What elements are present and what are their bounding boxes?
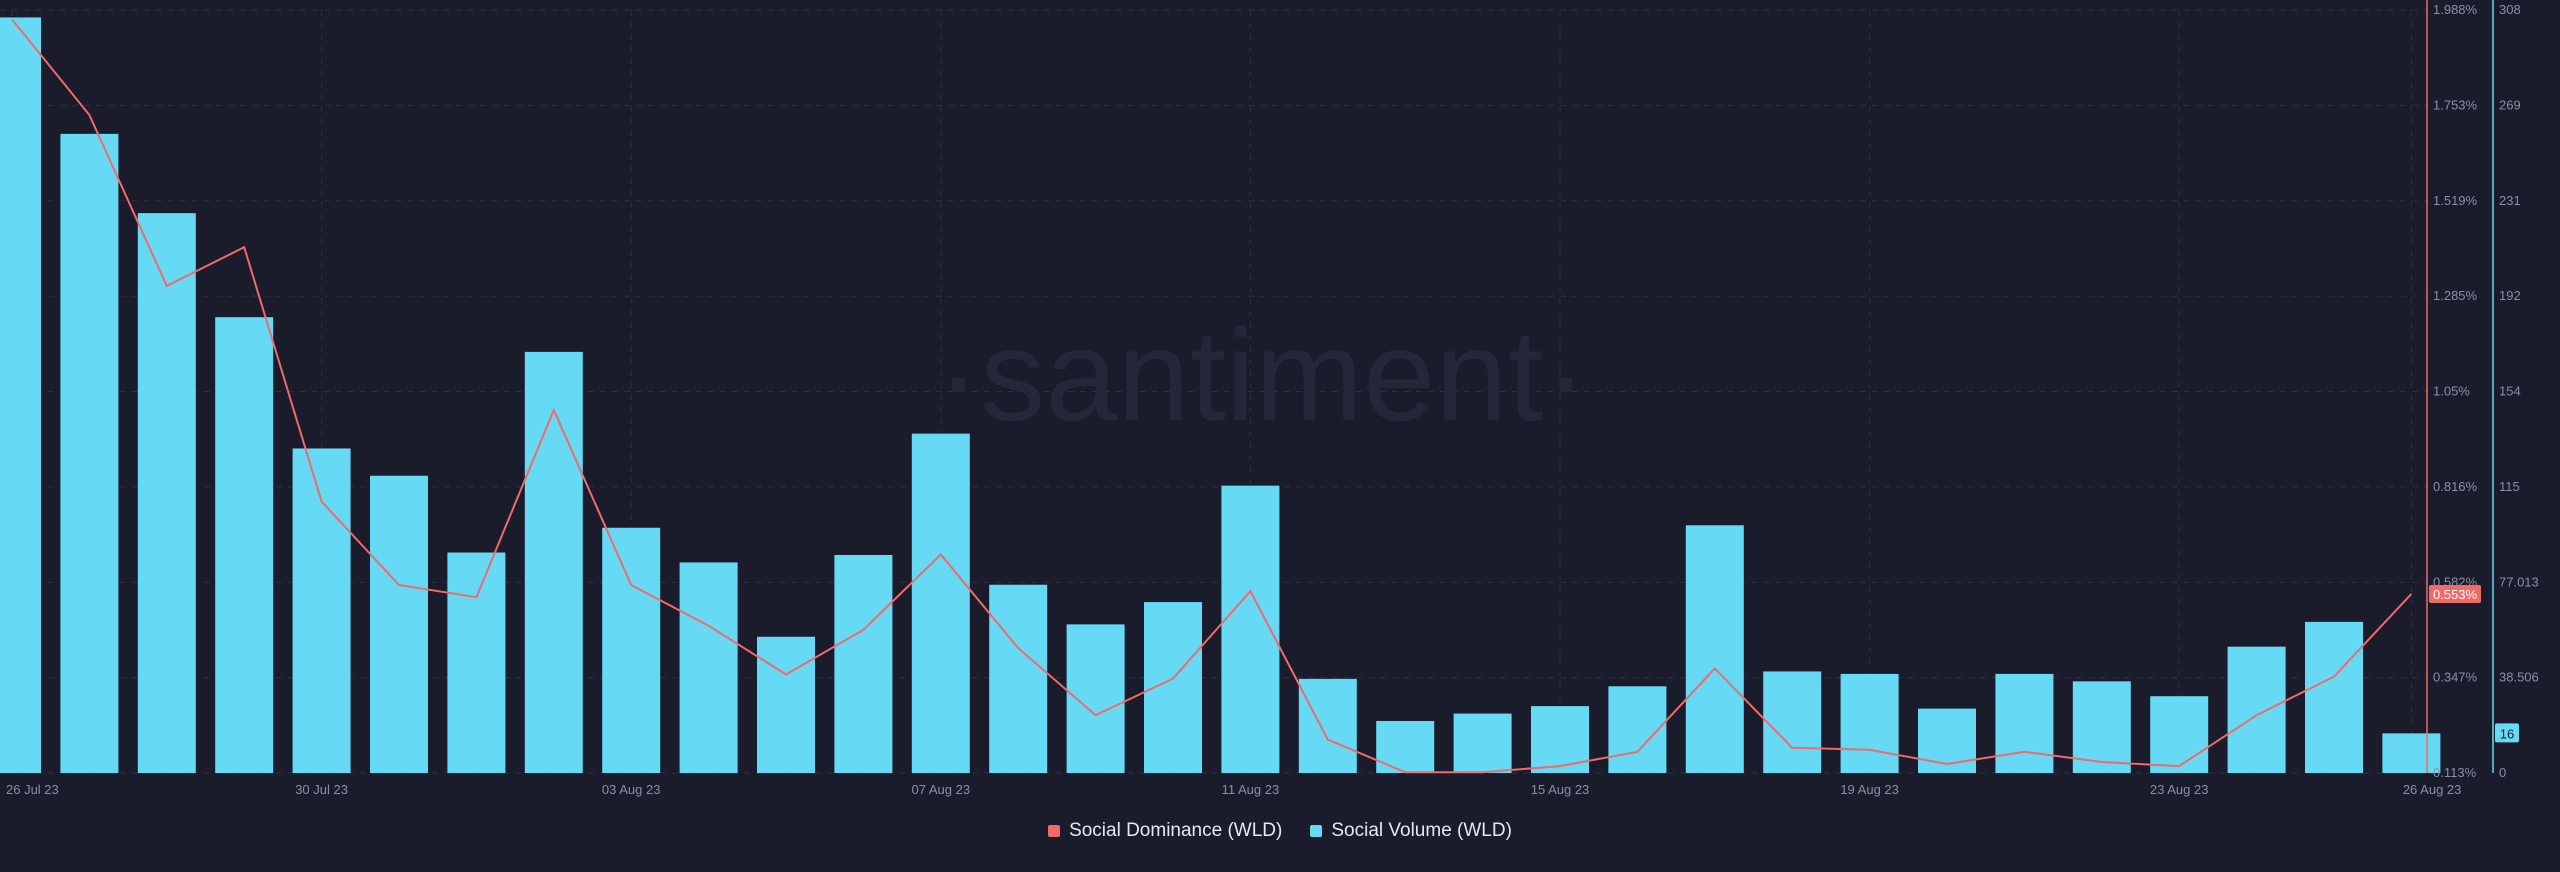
volume-tick-label: 77.013 (2499, 574, 2539, 589)
volume-tick-label: 231 (2499, 193, 2521, 208)
x-tick-label: 26 Jul 23 (6, 782, 59, 797)
x-tick-label: 15 Aug 23 (1531, 782, 1590, 797)
volume-bar (1686, 525, 1744, 773)
legend-item-volume[interactable]: Social Volume (WLD) (1310, 820, 1512, 842)
volume-bar (2228, 647, 2286, 773)
volume-bar (1299, 679, 1357, 773)
volume-bar (293, 448, 351, 773)
volume-bar (912, 434, 970, 773)
volume-tick-label: 154 (2499, 384, 2521, 399)
x-tick-label: 26 Aug 23 (2403, 782, 2462, 797)
x-tick-label: 30 Jul 23 (295, 782, 348, 797)
legend-label-volume: Social Volume (WLD) (1331, 820, 1512, 842)
dominance-tick-label: 1.988% (2433, 2, 2478, 17)
dominance-tick-label: 1.753% (2433, 97, 2478, 112)
volume-bar (1841, 674, 1899, 773)
volume-bar (1763, 671, 1821, 773)
volume-tick-label: 269 (2499, 97, 2521, 112)
x-tick-label: 03 Aug 23 (602, 782, 661, 797)
legend-label-dominance: Social Dominance (WLD) (1069, 820, 1282, 842)
legend-swatch-volume (1310, 825, 1322, 837)
volume-bar (602, 528, 660, 773)
volume-bar (1995, 674, 2053, 773)
volume-current-label: 16 (2500, 726, 2514, 741)
volume-tick-label: 308 (2499, 2, 2521, 17)
volume-bar (138, 213, 196, 773)
volume-tick-label: 192 (2499, 288, 2521, 303)
volume-tick-label: 115 (2499, 479, 2520, 494)
legend-item-dominance[interactable]: Social Dominance (WLD) (1048, 820, 1282, 842)
volume-bar (989, 585, 1047, 773)
volume-tick-label: 0 (2499, 765, 2506, 780)
dominance-current-label: 0.553% (2433, 587, 2478, 602)
dominance-tick-label: 1.519% (2433, 193, 2478, 208)
volume-bar (0, 17, 41, 773)
legend: Social Dominance (WLD) Social Volume (WL… (0, 820, 2560, 842)
x-tick-label: 23 Aug 23 (2150, 782, 2209, 797)
dominance-tick-label: 0.816% (2433, 479, 2478, 494)
legend-swatch-dominance (1048, 825, 1060, 837)
volume-bar (2150, 696, 2208, 773)
volume-bar (757, 637, 815, 773)
dominance-tick-label: 0.347% (2433, 670, 2478, 685)
volume-bar (1454, 714, 1512, 773)
volume-bar (447, 553, 505, 773)
volume-bar (215, 317, 273, 773)
volume-bar (525, 352, 583, 773)
volume-bar (680, 562, 738, 773)
volume-bar (2305, 622, 2363, 773)
x-tick-label: 11 Aug 23 (1222, 782, 1280, 797)
x-tick-label: 07 Aug 23 (912, 782, 971, 797)
dominance-tick-label: 0.113% (2433, 765, 2477, 780)
dominance-tick-label: 1.285% (2433, 288, 2478, 303)
watermark: ·santiment· (937, 302, 1587, 448)
dominance-tick-label: 1.05% (2433, 384, 2470, 399)
volume-bar (370, 476, 428, 773)
volume-bar (2382, 733, 2440, 773)
volume-tick-label: 38.506 (2499, 670, 2539, 685)
volume-bar (834, 555, 892, 773)
volume-bar (1376, 721, 1434, 773)
x-tick-label: 19 Aug 23 (1840, 782, 1899, 797)
volume-bar (60, 134, 118, 773)
